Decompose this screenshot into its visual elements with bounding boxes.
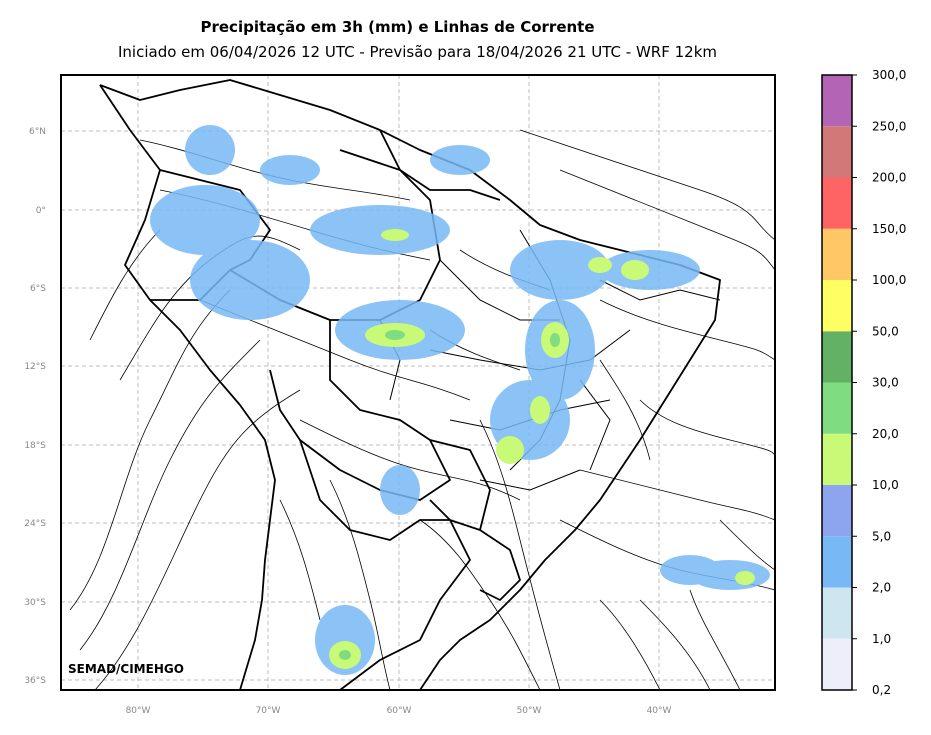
lat-label: 36°S	[24, 676, 46, 686]
colorbar-label: 20,0	[872, 427, 899, 441]
lat-label: 30°S	[24, 598, 46, 608]
lat-label: 6°N	[29, 127, 46, 137]
lon-label: 40°W	[647, 706, 672, 716]
colorbar-segment	[822, 485, 852, 537]
lat-label: 12°S	[24, 362, 46, 372]
colorbar-label: 100,0	[872, 273, 906, 287]
lon-label: 70°W	[256, 706, 281, 716]
south-america-coast	[99, 79, 721, 691]
colorbar-label: 150,0	[872, 222, 906, 236]
uruguay-border	[479, 529, 521, 601]
credit-label: SEMAD/CIMEHGO	[68, 662, 184, 676]
colorbar-label: 0,2	[872, 683, 891, 697]
colorbar-label: 1,0	[872, 632, 891, 646]
colorbar-segment	[822, 433, 852, 485]
lat-label: 6°S	[30, 284, 46, 294]
map-subtitle: Iniciado em 06/04/2026 12 UTC - Previsão…	[117, 43, 718, 61]
lat-labels: 6°N 0° 6°S 12°S 18°S 24°S 30°S 36°S	[24, 127, 46, 686]
colorbar-segment	[822, 536, 852, 588]
paraguay-border	[429, 439, 491, 531]
colorbar-segment	[822, 228, 852, 280]
colorbar-label: 10,0	[872, 478, 899, 492]
colorbar-label: 30,0	[872, 376, 899, 390]
colorbar-segment	[822, 587, 852, 639]
colorbar-label: 2,0	[872, 581, 891, 595]
lat-label: 24°S	[24, 519, 46, 529]
lat-label: 18°S	[24, 441, 46, 451]
brazil-border	[229, 149, 441, 321]
colorbar: 0,2 1,0 2,0 5,0 10,0 20,0 30,0 50,0 100,0 150,0 20…	[821, 68, 906, 697]
lon-label: 60°W	[387, 706, 412, 716]
guianas-border	[379, 129, 501, 201]
colorbar-segment	[822, 382, 852, 434]
colorbar-label: 5,0	[872, 529, 891, 543]
map-title: Precipitação em 3h (mm) e Linhas de Corr…	[200, 18, 595, 36]
colorbar-segment	[822, 126, 852, 178]
colorbar-segment	[822, 331, 852, 383]
colorbar-label: 250,0	[872, 119, 906, 133]
colorbar-label: 300,0	[872, 68, 906, 82]
precipitation-field	[150, 125, 770, 675]
lon-labels: 80°W 70°W 60°W 50°W 40°W	[126, 706, 672, 716]
map-frame	[60, 74, 776, 691]
bolivia-border	[269, 320, 451, 501]
lon-label: 80°W	[126, 706, 151, 716]
west-coast	[99, 84, 276, 691]
colorbar-segment	[822, 75, 852, 127]
colorbar-label: 200,0	[872, 171, 906, 185]
colorbar-segment	[822, 280, 852, 332]
colorbar-segment	[822, 177, 852, 229]
lon-label: 50°W	[517, 706, 542, 716]
gridlines	[61, 75, 775, 690]
argentina-border	[299, 439, 471, 691]
colorbar-label: 50,0	[872, 324, 899, 338]
colorbar-segment	[822, 638, 852, 690]
lat-label: 0°	[36, 206, 46, 216]
